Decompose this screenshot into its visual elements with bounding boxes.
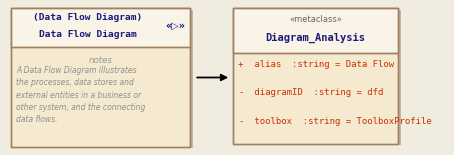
- Bar: [236, 10, 401, 145]
- Text: «metaclass»: «metaclass»: [289, 15, 342, 24]
- Text: +: +: [238, 60, 243, 69]
- Text: «▷»: «▷»: [165, 21, 185, 31]
- Text: diagramID  :string = dfd: diagramID :string = dfd: [249, 88, 383, 97]
- Bar: [233, 8, 398, 144]
- Bar: [233, 8, 398, 144]
- Bar: [11, 8, 190, 147]
- Text: Diagram_Analysis: Diagram_Analysis: [266, 32, 366, 43]
- Text: A Data Flow Diagram illustrates
the processes, data stores and
external entities: A Data Flow Diagram illustrates the proc…: [16, 66, 146, 124]
- Text: (Data Flow Diagram): (Data Flow Diagram): [34, 13, 143, 22]
- Text: -: -: [238, 117, 243, 126]
- Text: Data Flow Diagram: Data Flow Diagram: [39, 30, 137, 39]
- Bar: [11, 8, 190, 47]
- Text: toolbox  :string = ToolboxProfile: toolbox :string = ToolboxProfile: [249, 117, 431, 126]
- Text: notes: notes: [89, 55, 113, 64]
- Bar: [233, 8, 398, 53]
- Bar: [11, 8, 190, 147]
- Text: alias  :string = Data Flow: alias :string = Data Flow: [249, 60, 394, 69]
- Text: -: -: [238, 88, 243, 97]
- Bar: [14, 10, 193, 148]
